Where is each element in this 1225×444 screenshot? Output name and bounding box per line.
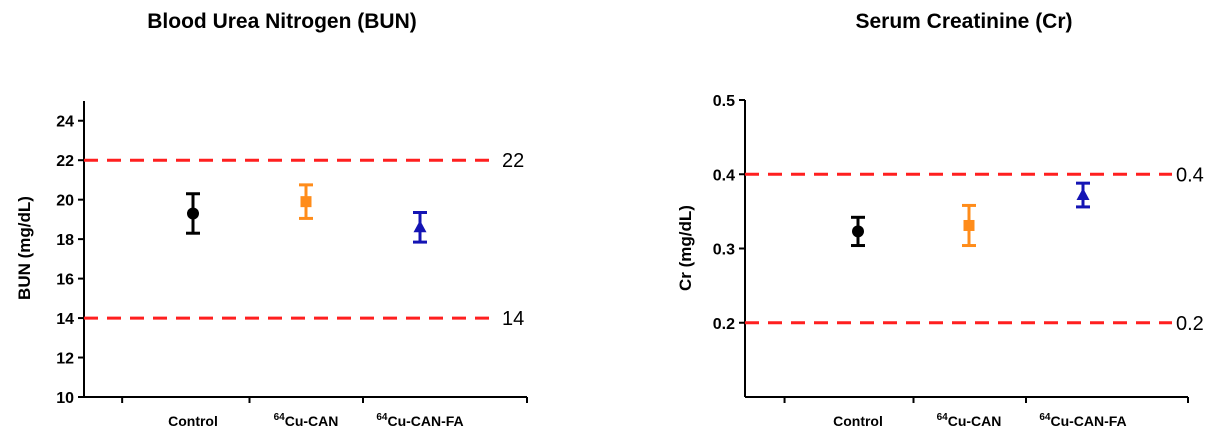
category-text: Cu-CAN-FA <box>387 413 463 429</box>
data-point <box>299 183 313 220</box>
chart-title: Serum Creatinine (Cr) <box>855 10 1072 33</box>
square-marker <box>963 219 975 231</box>
triangle-marker <box>1076 188 1090 201</box>
y-axis-label: BUN (mg/dL) <box>15 196 34 300</box>
y-tick-label: 14 <box>56 311 74 328</box>
x-tick-label: 64Cu-CAN <box>937 412 1002 429</box>
chart-title: Blood Urea Nitrogen (BUN) <box>147 10 417 33</box>
y-tick-label: 0.5 <box>713 93 735 110</box>
x-tick-label: 64Cu-CAN <box>274 412 339 429</box>
circle-marker <box>852 225 864 238</box>
data-point <box>186 192 200 235</box>
superscript: 64 <box>937 412 949 423</box>
y-tick-label: 18 <box>56 232 74 249</box>
category-text: Cu-CAN <box>285 413 339 429</box>
category-text: Cu-CAN <box>948 413 1002 429</box>
x-tick-label: Control <box>833 413 883 429</box>
y-tick-label: 12 <box>56 351 74 368</box>
y-tick-label: 20 <box>56 193 74 210</box>
y-tick-label: 16 <box>56 272 74 289</box>
y-tick-label: 0.4 <box>713 167 735 184</box>
y-tick-label: 0.3 <box>713 242 735 259</box>
square-marker <box>300 196 312 208</box>
y-tick-label: 22 <box>56 153 74 170</box>
y-tick-label: 24 <box>56 114 74 131</box>
category-text: Cu-CAN-FA <box>1050 413 1126 429</box>
data-point <box>1076 181 1090 209</box>
reference-line-label: 0.4 <box>1176 164 1204 186</box>
x-tick-label: Control <box>168 413 218 429</box>
x-tick-label: 64Cu-CAN-FA <box>1039 412 1126 429</box>
reference-line-label: 22 <box>502 150 524 172</box>
reference-line-label: 14 <box>502 308 524 330</box>
superscript: 64 <box>376 412 388 423</box>
y-axis-label: Cr (mg/dL) <box>676 205 695 291</box>
data-point <box>962 203 976 248</box>
y-tick-label: 0.2 <box>713 316 735 333</box>
chart-2: Serum Creatinine (Cr) Cr (mg/dL) 0.2 0.3 0.4… <box>676 10 1204 429</box>
y-tick-label: 10 <box>56 390 74 407</box>
reference-line-label: 0.2 <box>1176 313 1204 335</box>
x-tick-label: 64Cu-CAN-FA <box>376 412 463 429</box>
triangle-marker <box>413 220 427 233</box>
data-point <box>413 210 427 244</box>
superscript: 64 <box>274 412 286 423</box>
data-point <box>851 215 865 248</box>
circle-marker <box>187 207 199 220</box>
chart-1: Blood Urea Nitrogen (BUN) BUN (mg/dL) 10 12… <box>15 10 528 429</box>
superscript: 64 <box>1039 412 1051 423</box>
